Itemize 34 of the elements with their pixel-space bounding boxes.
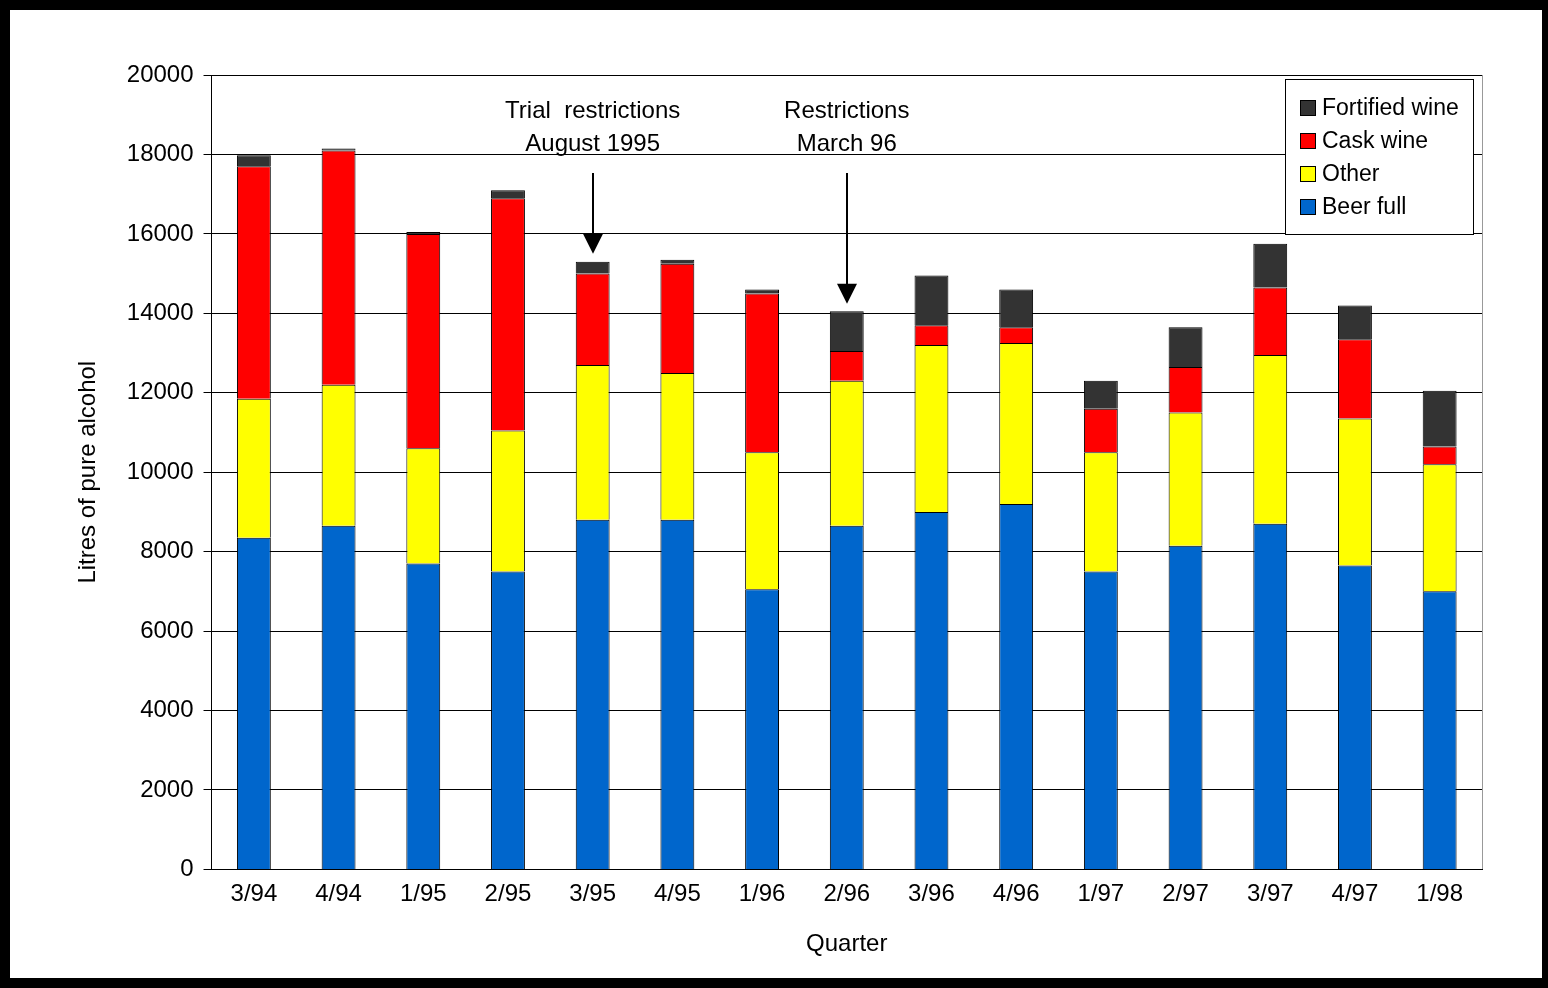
legend-label: Cask wine: [1322, 127, 1429, 154]
y-tick-label: 12000: [126, 377, 194, 405]
x-tick-label: 3/97: [1246, 879, 1294, 907]
x-tick-label: 2/96: [823, 879, 871, 907]
y-tick-label: 0: [180, 854, 194, 882]
legend-label: Other: [1322, 160, 1380, 187]
y-tick-label: 18000: [126, 139, 194, 167]
x-tick-label: 4/95: [654, 879, 701, 907]
x-tick-label: 1/98: [1416, 879, 1464, 907]
x-tick-label: 1/97: [1077, 879, 1125, 907]
x-tick-label: 3/95: [569, 879, 617, 907]
y-tick-label: 6000: [140, 615, 194, 643]
annotation: Restrictions March 96: [783, 95, 911, 158]
y-tick-label: 8000: [140, 536, 194, 564]
legend-label: Beer full: [1322, 193, 1407, 220]
legend-label: Fortified wine: [1322, 94, 1459, 121]
x-tick-label: 4/97: [1331, 879, 1379, 907]
y-tick-label: 14000: [126, 297, 194, 325]
x-tick-label: 3/94: [230, 879, 278, 907]
x-tick-label: 3/96: [908, 879, 955, 907]
y-axis-title: Litres of pure alcohol: [73, 360, 101, 584]
y-tick-label: 20000: [126, 59, 194, 87]
y-tick-label: 10000: [126, 456, 194, 484]
x-tick-label: 2/95: [484, 879, 532, 907]
x-tick-label: 4/94: [315, 879, 362, 907]
x-tick-label: 1/96: [738, 879, 786, 907]
annotation: Trial restrictions August 1995: [504, 95, 682, 158]
y-tick-label: 16000: [126, 218, 194, 246]
x-axis-title: Quarter: [806, 929, 888, 957]
y-tick-label: 2000: [140, 774, 194, 802]
x-tick-label: 4/96: [992, 879, 1040, 907]
x-tick-label: 2/97: [1162, 879, 1209, 907]
x-tick-label: 1/95: [399, 879, 447, 907]
y-tick-label: 4000: [140, 695, 194, 723]
